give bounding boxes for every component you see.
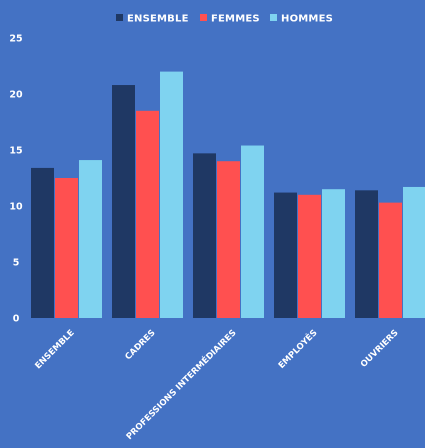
y-tick-label: 15 <box>9 146 22 157</box>
y-tick-label: 20 <box>9 90 23 101</box>
bars <box>31 71 425 318</box>
y-tick-label: 25 <box>9 34 22 45</box>
y-tick-label: 10 <box>9 202 23 213</box>
legend-label-femmes: FEMMES <box>211 14 260 25</box>
bar-ensemble-hommes <box>79 160 102 318</box>
x-tick-label-employes: EMPLOYÉS <box>275 327 319 371</box>
x-tick-label-ensemble: ENSEMBLE <box>33 328 76 371</box>
x-tick-label-cadres: CADRES <box>123 328 157 362</box>
legend-label-ensemble: ENSEMBLE <box>127 14 189 25</box>
legend-swatch-ensemble <box>116 14 123 21</box>
bar-cadres-femmes <box>136 110 159 318</box>
x-tick-label-ouvriers: OUVRIERS <box>359 328 401 370</box>
bar-cadres-hommes <box>160 71 183 318</box>
bar-employes-hommes <box>322 189 345 318</box>
legend: ENSEMBLE FEMMES HOMMES <box>116 14 333 25</box>
bar-employes-ensemble <box>274 192 297 318</box>
legend-swatch-femmes <box>200 14 207 21</box>
bar-professions-intermediaires-femmes <box>217 161 240 318</box>
bar-cadres-ensemble <box>112 85 135 318</box>
bar-ouvriers-ensemble <box>355 190 378 318</box>
bar-ouvriers-hommes <box>403 186 425 318</box>
bar-ensemble-femmes <box>55 178 78 318</box>
y-axis: 0 5 10 15 20 25 <box>9 34 23 325</box>
legend-label-hommes: HOMMES <box>281 14 333 25</box>
bar-professions-intermediaires-hommes <box>241 145 264 318</box>
y-tick-label: 0 <box>13 314 20 325</box>
legend-swatch-hommes <box>270 14 277 21</box>
bar-ensemble-ensemble <box>31 167 54 318</box>
bar-employes-femmes <box>298 194 321 318</box>
y-tick-label: 5 <box>13 258 20 269</box>
bar-ouvriers-femmes <box>379 202 402 318</box>
bar-professions-intermediaires-ensemble <box>193 153 216 318</box>
